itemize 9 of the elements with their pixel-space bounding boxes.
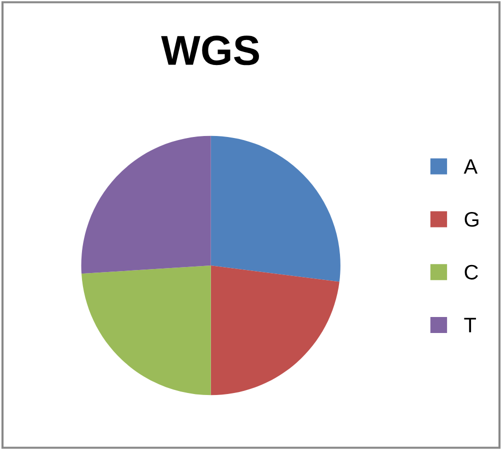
legend-label: G [464, 212, 478, 227]
pie-slice [81, 136, 211, 274]
chart-title: WGS [161, 36, 259, 66]
pie-slice [210, 136, 340, 282]
pie-slice [81, 266, 211, 396]
legend-label: C [464, 264, 478, 280]
pie-slice [210, 266, 340, 396]
legend-label: A [464, 159, 478, 174]
legend-label: T [464, 318, 476, 332]
